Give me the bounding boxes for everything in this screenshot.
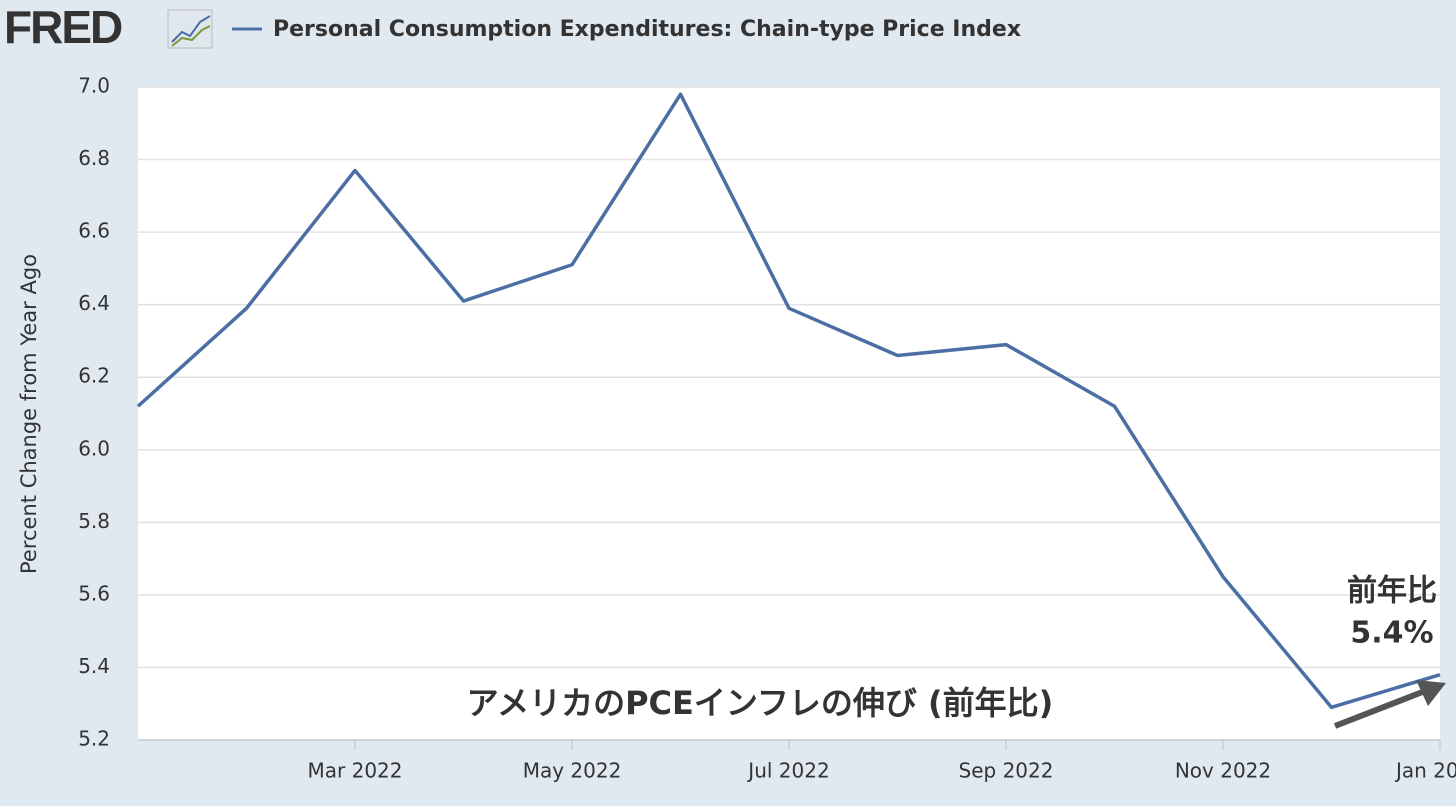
line [136,92,1441,710]
plot-area [138,87,1440,740]
y-tick-label: 6.0 [78,436,110,460]
x-tick-label: Mar 2022 [308,759,403,783]
x-tick-label: Jan 2023 [1394,759,1456,783]
y-tick-label: 5.8 [78,509,110,533]
arrow [1333,680,1446,729]
y-tick-label: 5.4 [78,654,110,678]
x-tick-label: Jul 2022 [746,759,829,783]
y-tick-label: 7.0 [78,74,110,98]
y-tick-label: 5.6 [78,581,110,605]
logo: FRED [4,1,122,53]
y-tick-label: 6.4 [78,291,110,315]
x-tick-label: Sep 2022 [959,759,1054,783]
logo-icon [167,9,213,49]
plot: 5.2 5.4 5.6 5.8 6.0 6.2 6.4 6.6 6.8 7.0 Mar 2022 Ma… [78,74,1456,783]
y-tick-label: 5.2 [78,727,110,751]
legend-label: Personal Consumption Expenditures: Chain… [273,17,1021,42]
annotation: 5.4% [1350,616,1433,651]
y-tick-label: 6.8 [78,146,110,170]
y-tick-label: 6.2 [78,364,110,388]
y-tick-label: 6.6 [78,219,110,243]
x-tick-label: Nov 2022 [1175,759,1271,783]
x-tick-label: May 2022 [523,759,622,783]
annotation: アメリカのPCEインフレの伸び (前年比) [467,684,1054,722]
annotation: 前年比 [1347,574,1437,609]
y-axis-label: Percent Change from Year Ago [17,254,41,574]
